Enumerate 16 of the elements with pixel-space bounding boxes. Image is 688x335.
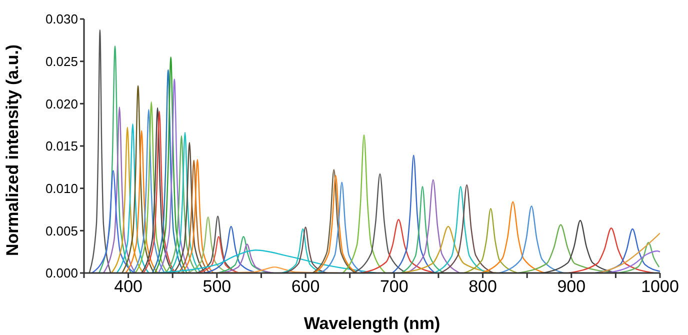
x-tick-label: 500 <box>202 277 232 296</box>
y-tick-label: 0.015 <box>45 138 78 154</box>
y-tick-label: 0.005 <box>45 223 78 238</box>
y-tick-label: 0.000 <box>45 266 78 281</box>
x-tick-label: 1000 <box>641 277 679 296</box>
y-tick-label: 0.030 <box>45 12 78 27</box>
x-tick-label: 900 <box>557 277 586 296</box>
x-tick-label: 800 <box>468 277 497 296</box>
x-tick-label: 700 <box>380 277 408 296</box>
y-tick-label: 0.020 <box>45 96 78 112</box>
y-axis-title: Normalized intensity (a.u.) <box>3 44 22 256</box>
x-tick-label: 400 <box>114 277 142 296</box>
x-axis-title: Wavelength (nm) <box>304 314 440 333</box>
y-tick-label: 0.010 <box>45 180 78 196</box>
x-tick-label: 600 <box>291 277 320 296</box>
y-tick-label: 0.025 <box>45 54 78 69</box>
